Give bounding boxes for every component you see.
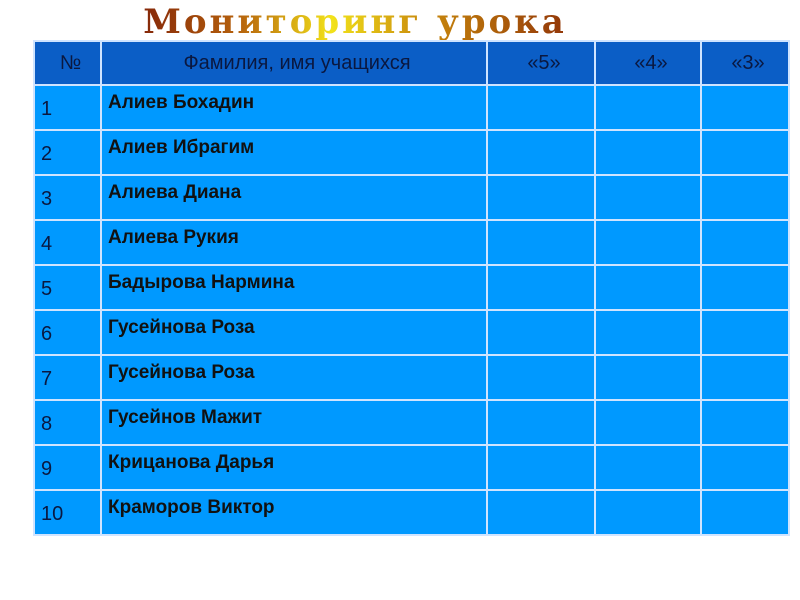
grade-3-cell[interactable] (700, 444, 790, 491)
grade-4-cell[interactable] (594, 219, 702, 266)
table-row: 9 Крицанова Дарья (33, 444, 790, 491)
grade-5-cell[interactable] (486, 444, 596, 491)
grade-4-cell[interactable] (594, 444, 702, 491)
table-row: 5 Бадырова Нармина (33, 264, 790, 311)
table-row: 2 Алиев Ибрагим (33, 129, 790, 176)
student-name: Гусейнова Роза (100, 309, 488, 356)
student-name: Алиева Рукия (100, 219, 488, 266)
grade-3-cell[interactable] (700, 129, 790, 176)
row-number: 2 (33, 129, 102, 176)
grade-3-cell[interactable] (700, 84, 790, 131)
grade-3-cell[interactable] (700, 219, 790, 266)
student-name: Гусейнов Мажит (100, 399, 488, 446)
row-number: 6 (33, 309, 102, 356)
table-row: 6 Гусейнова Роза (33, 309, 790, 356)
row-number: 7 (33, 354, 102, 401)
header-row: № Фамилия, имя учащихся «5» «4» «3» (33, 40, 790, 86)
table-row: 10 Краморов Виктор (33, 489, 790, 536)
row-number: 10 (33, 489, 102, 536)
row-number: 1 (33, 84, 102, 131)
grade-4-cell[interactable] (594, 129, 702, 176)
grade-5-cell[interactable] (486, 264, 596, 311)
table-row: 4 Алиева Рукия (33, 219, 790, 266)
grade-4-cell[interactable] (594, 399, 702, 446)
grade-3-cell[interactable] (700, 309, 790, 356)
grade-4-cell[interactable] (594, 354, 702, 401)
row-number: 9 (33, 444, 102, 491)
student-name: Алиева Диана (100, 174, 488, 221)
grade-5-cell[interactable] (486, 309, 596, 356)
grade-4-cell[interactable] (594, 309, 702, 356)
student-name: Гусейнова Роза (100, 354, 488, 401)
grade-5-cell[interactable] (486, 129, 596, 176)
row-number: 5 (33, 264, 102, 311)
grade-5-cell[interactable] (486, 489, 596, 536)
page-title: Мониторинг урока (120, 2, 590, 40)
student-name: Крицанова Дарья (100, 444, 488, 491)
student-name: Краморов Виктор (100, 489, 488, 536)
grade-4-cell[interactable] (594, 174, 702, 221)
header-grade-3: «3» (700, 40, 790, 86)
header-number: № (33, 40, 102, 86)
grade-3-cell[interactable] (700, 264, 790, 311)
grade-3-cell[interactable] (700, 354, 790, 401)
student-name: Алиев Ибрагим (100, 129, 488, 176)
header-grade-5: «5» (486, 40, 596, 86)
monitoring-table: № Фамилия, имя учащихся «5» «4» «3» 1 Ал… (33, 40, 790, 536)
table-row: 1 Алиев Бохадин (33, 84, 790, 131)
table-row: 3 Алиева Диана (33, 174, 790, 221)
grade-3-cell[interactable] (700, 174, 790, 221)
grade-4-cell[interactable] (594, 264, 702, 311)
student-name: Бадырова Нармина (100, 264, 488, 311)
grade-5-cell[interactable] (486, 219, 596, 266)
student-name: Алиев Бохадин (100, 84, 488, 131)
grade-5-cell[interactable] (486, 399, 596, 446)
grade-3-cell[interactable] (700, 489, 790, 536)
table-row: 8 Гусейнов Мажит (33, 399, 790, 446)
row-number: 8 (33, 399, 102, 446)
table-row: 7 Гусейнова Роза (33, 354, 790, 401)
grade-3-cell[interactable] (700, 399, 790, 446)
grade-4-cell[interactable] (594, 489, 702, 536)
grade-5-cell[interactable] (486, 174, 596, 221)
grade-5-cell[interactable] (486, 84, 596, 131)
grade-4-cell[interactable] (594, 84, 702, 131)
row-number: 4 (33, 219, 102, 266)
header-grade-4: «4» (594, 40, 702, 86)
grade-5-cell[interactable] (486, 354, 596, 401)
header-name: Фамилия, имя учащихся (100, 40, 488, 86)
row-number: 3 (33, 174, 102, 221)
